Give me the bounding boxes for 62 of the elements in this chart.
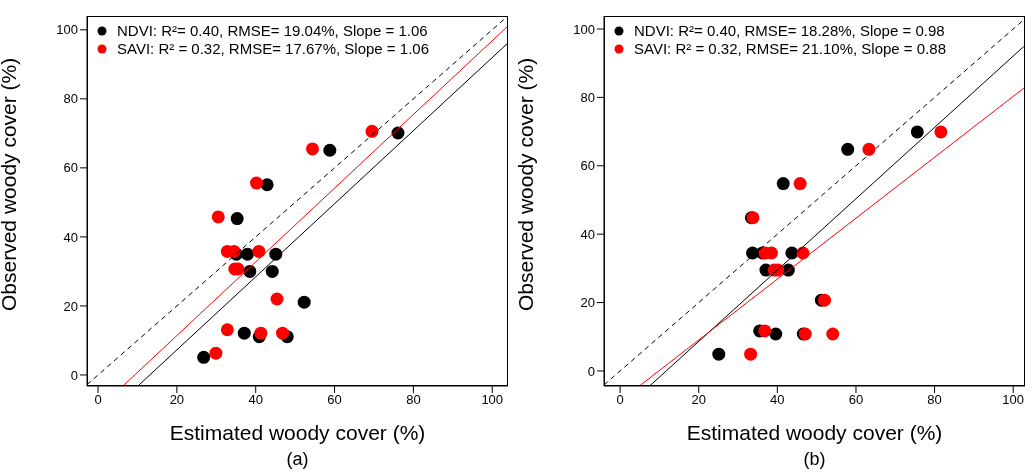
point	[323, 143, 337, 157]
point	[365, 124, 379, 138]
point	[220, 323, 234, 337]
point	[826, 327, 840, 341]
point	[910, 125, 924, 139]
point	[270, 292, 284, 306]
x-tick-label: 20	[169, 392, 185, 408]
point	[818, 293, 832, 307]
text: (b)	[802, 449, 827, 470]
legend-label: SAVI: R² = 0.32, RMSE= 21.10%, Slope = 0.88	[634, 40, 946, 58]
point	[209, 346, 223, 360]
point	[934, 125, 948, 139]
y-tick-label: 40	[580, 226, 595, 242]
point	[769, 327, 783, 341]
y-tick-label: 60	[63, 160, 78, 176]
x-tick-label: 80	[406, 392, 421, 408]
y-tick-label: 80	[63, 91, 78, 107]
point	[793, 177, 807, 191]
x-tick-label: 60	[327, 392, 342, 408]
y-tick-label: 60	[580, 158, 595, 174]
x-tick-label: 80	[927, 392, 942, 408]
point	[197, 350, 211, 364]
point	[211, 210, 225, 224]
point	[758, 324, 772, 338]
point	[841, 142, 855, 156]
point	[276, 326, 290, 340]
x-tick-label: 100	[481, 392, 504, 408]
y-tick-label: 80	[580, 90, 595, 105]
legend-label: NDVI: R²= 0.40, RMSE= 18.28%, Slope = 0.98	[634, 22, 945, 40]
y-tick-label: 40	[63, 229, 78, 245]
x-tick-label: 40	[770, 392, 785, 408]
point	[744, 347, 758, 361]
point	[862, 142, 876, 156]
x-tick-label: 20	[691, 392, 706, 408]
point	[305, 142, 319, 156]
point	[254, 326, 268, 340]
point	[297, 295, 311, 309]
x-tick-label: 100	[1002, 392, 1025, 408]
legend-label: SAVI: R² = 0.32, RMSE= 17.67%, Slope = 1.06	[117, 40, 429, 58]
point	[252, 244, 266, 258]
y-tick-label: 0	[587, 363, 595, 379]
text: (a)	[285, 449, 310, 470]
x-tick-label: 0	[616, 392, 624, 408]
x-tick-label: 40	[248, 392, 263, 408]
point	[712, 347, 726, 361]
y-tick-label: 0	[70, 367, 78, 383]
x-axis-title: Estimated woody cover (%)	[169, 421, 426, 444]
legend-label: NDVI: R²= 0.40, RMSE= 19.04%, Slope = 1.06	[117, 22, 428, 40]
y-tick-label: 20	[63, 298, 78, 314]
y-tick-label: 20	[580, 295, 595, 311]
y-axis-title: Observed woody cover (%)	[514, 57, 538, 311]
point	[250, 176, 263, 190]
y-tick-label: 100	[573, 21, 595, 37]
point	[776, 177, 790, 191]
point	[265, 264, 279, 278]
x-tick-label: 60	[848, 392, 864, 408]
x-tick-label: 0	[94, 392, 102, 408]
point	[230, 212, 244, 226]
point	[237, 326, 251, 340]
y-tick-label: 100	[56, 22, 78, 38]
x-axis-title: Estimated woody cover (%)	[686, 421, 943, 444]
y-axis-title: Observed woody cover (%)	[0, 57, 21, 311]
